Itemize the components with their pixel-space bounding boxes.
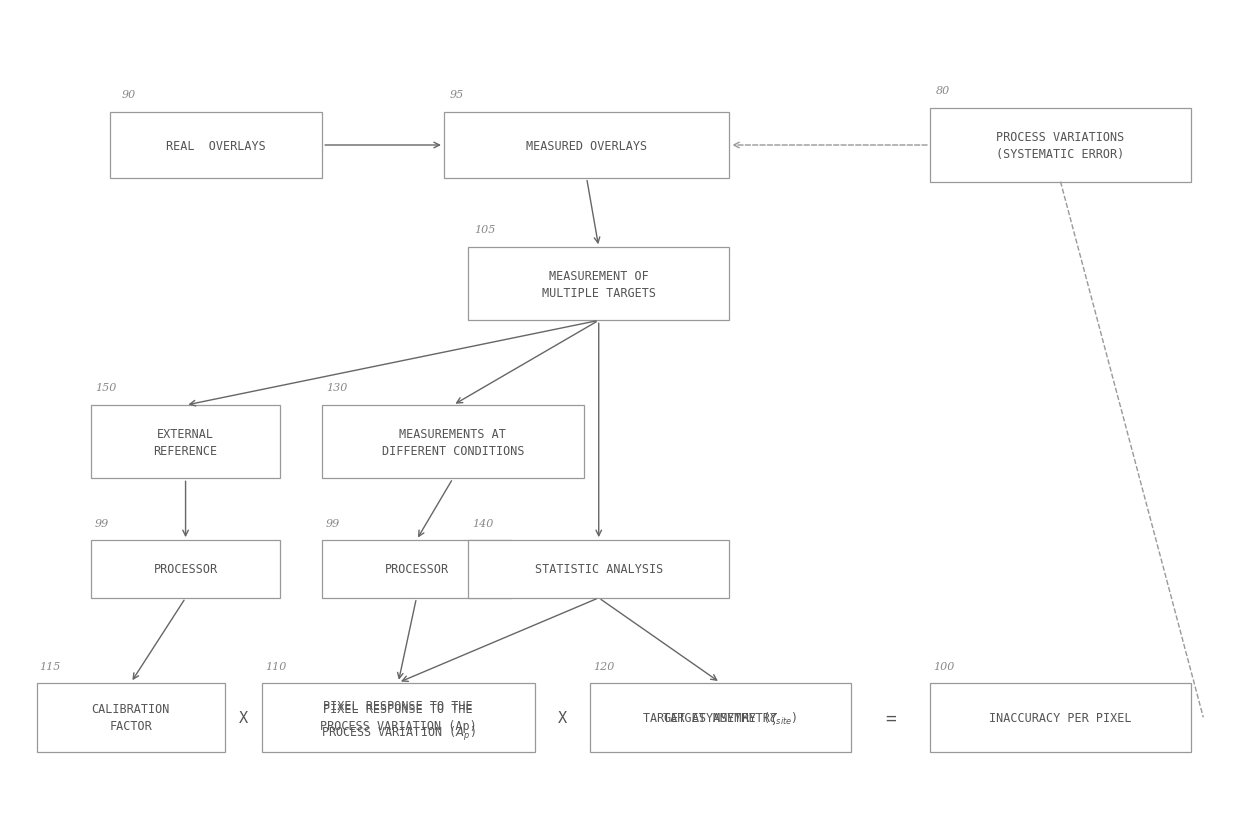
Text: REAL  OVERLAYS: REAL OVERLAYS bbox=[166, 139, 265, 152]
Text: PROCESSOR: PROCESSOR bbox=[384, 563, 449, 576]
Text: X: X bbox=[558, 710, 567, 725]
FancyBboxPatch shape bbox=[444, 113, 729, 179]
Text: PROCESSOR: PROCESSOR bbox=[154, 563, 218, 576]
Text: X: X bbox=[239, 710, 248, 725]
Text: 115: 115 bbox=[40, 661, 61, 671]
Text: 130: 130 bbox=[326, 382, 347, 392]
Text: INACCURACY PER PIXEL: INACCURACY PER PIXEL bbox=[990, 711, 1132, 724]
Text: MEASURED OVERLAYS: MEASURED OVERLAYS bbox=[526, 139, 647, 152]
Text: 99: 99 bbox=[326, 518, 340, 528]
FancyBboxPatch shape bbox=[589, 683, 851, 752]
Text: 150: 150 bbox=[95, 382, 117, 392]
Text: PIXEL RESPONSE TO THE
PROCESS VARIATION (Ap): PIXEL RESPONSE TO THE PROCESS VARIATION … bbox=[320, 703, 476, 732]
Text: MEASUREMENTS AT
DIFFERENT CONDITIONS: MEASUREMENTS AT DIFFERENT CONDITIONS bbox=[382, 428, 525, 457]
Text: PIXEL RESPONSE TO THE: PIXEL RESPONSE TO THE bbox=[324, 699, 472, 713]
Text: CALIBRATION
FACTOR: CALIBRATION FACTOR bbox=[92, 703, 170, 732]
FancyBboxPatch shape bbox=[930, 683, 1192, 752]
Text: 80: 80 bbox=[936, 86, 950, 96]
Text: 100: 100 bbox=[934, 661, 955, 671]
FancyBboxPatch shape bbox=[322, 541, 511, 598]
FancyBboxPatch shape bbox=[262, 683, 534, 752]
Text: 110: 110 bbox=[265, 661, 286, 671]
Text: 99: 99 bbox=[95, 518, 109, 528]
Text: 95: 95 bbox=[450, 90, 464, 100]
Text: 120: 120 bbox=[593, 661, 615, 671]
Text: PROCESS VARIATIONS
(SYSTEMATIC ERROR): PROCESS VARIATIONS (SYSTEMATIC ERROR) bbox=[997, 131, 1125, 161]
FancyBboxPatch shape bbox=[37, 683, 224, 752]
FancyBboxPatch shape bbox=[930, 109, 1192, 183]
Text: MEASUREMENT OF
MULTIPLE TARGETS: MEASUREMENT OF MULTIPLE TARGETS bbox=[542, 269, 656, 300]
FancyBboxPatch shape bbox=[467, 248, 729, 321]
FancyBboxPatch shape bbox=[92, 541, 280, 598]
Text: 90: 90 bbox=[122, 90, 136, 100]
Text: PROCESS VARIATION ($A_p$): PROCESS VARIATION ($A_p$) bbox=[321, 724, 476, 742]
FancyBboxPatch shape bbox=[92, 405, 280, 479]
Text: 105: 105 bbox=[474, 224, 496, 234]
FancyBboxPatch shape bbox=[467, 541, 729, 598]
Text: EXTERNAL
REFERENCE: EXTERNAL REFERENCE bbox=[154, 428, 218, 457]
Text: =: = bbox=[885, 708, 895, 726]
Text: TARGET ASYMMETRY: TARGET ASYMMETRY bbox=[663, 711, 777, 724]
FancyBboxPatch shape bbox=[322, 405, 584, 479]
Text: TARGET ASYMMETRY ($\zeta_{site}$): TARGET ASYMMETRY ($\zeta_{site}$) bbox=[642, 709, 799, 726]
FancyBboxPatch shape bbox=[109, 113, 322, 179]
Text: STATISTIC ANALYSIS: STATISTIC ANALYSIS bbox=[534, 563, 663, 576]
Text: 140: 140 bbox=[471, 518, 494, 528]
